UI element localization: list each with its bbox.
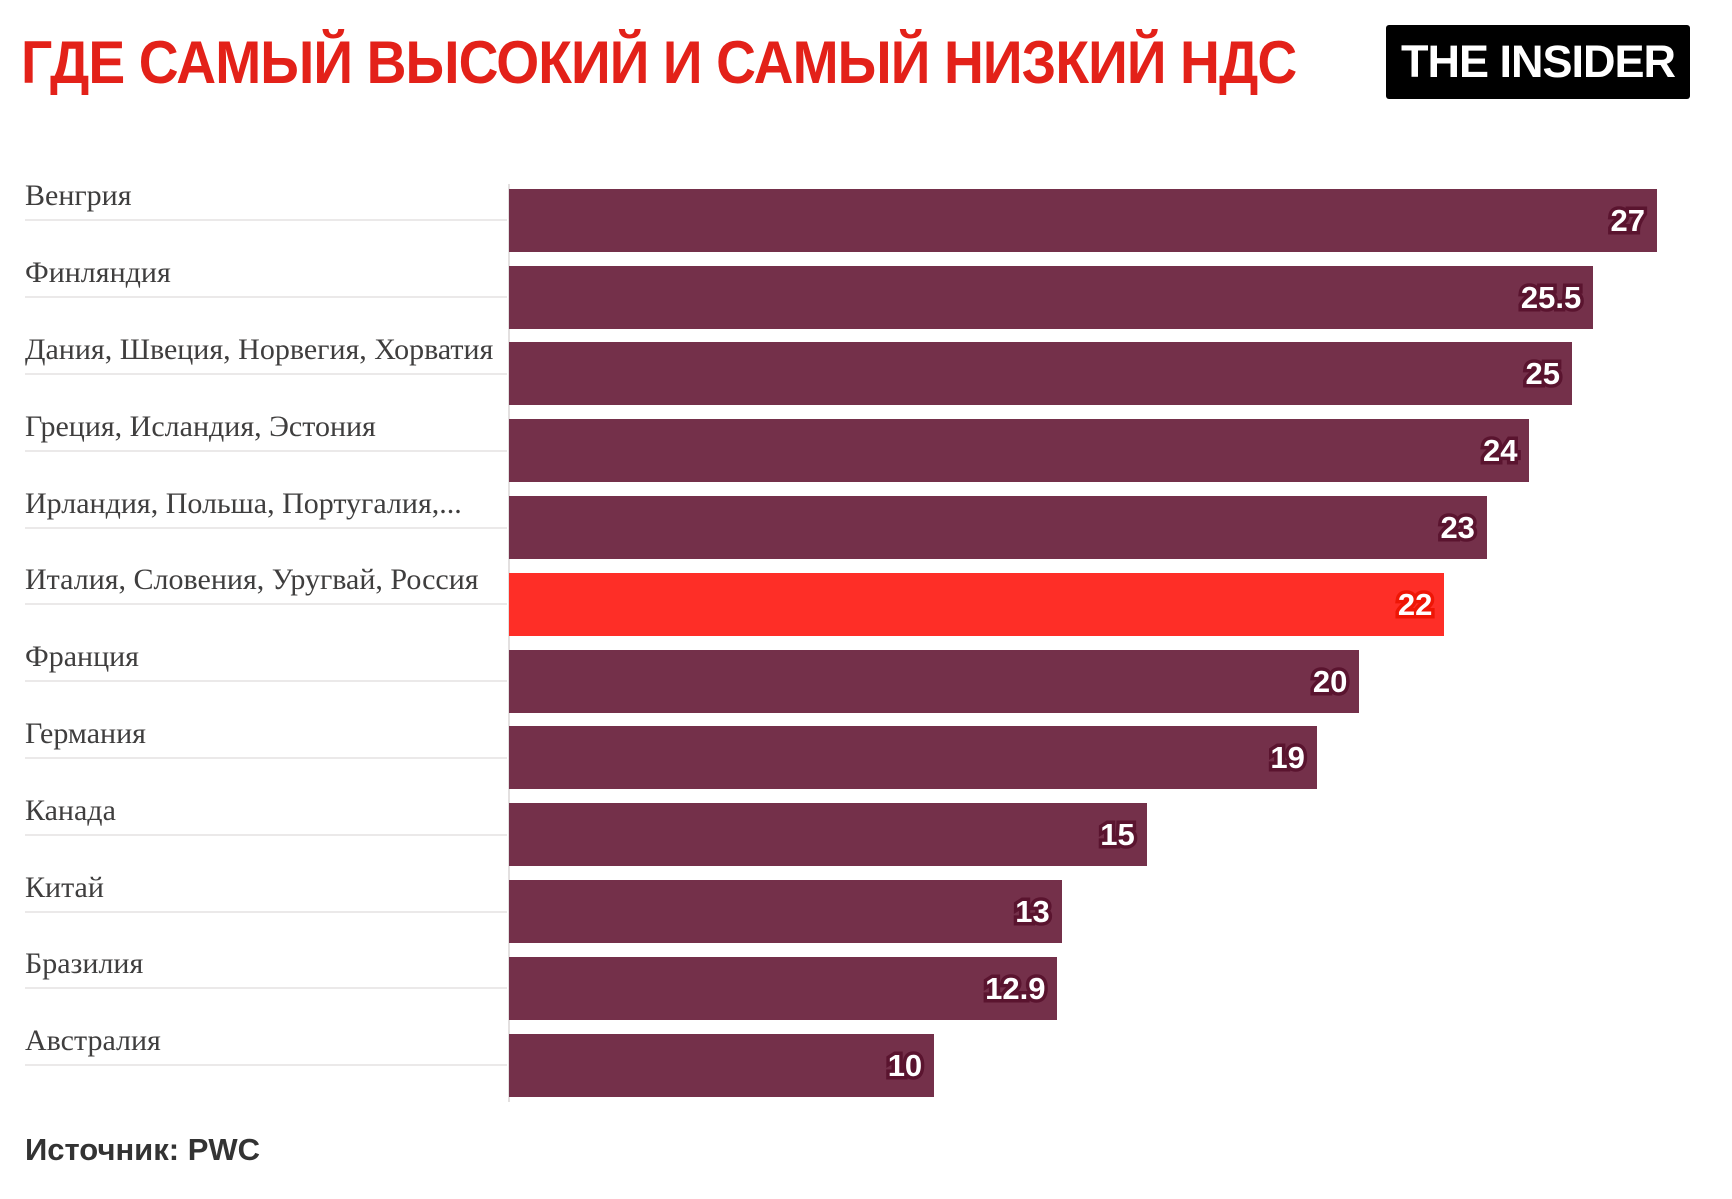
bar-cell: 27 bbox=[509, 182, 1732, 259]
value-label: 23 bbox=[1440, 512, 1475, 543]
value-label: 22 bbox=[1398, 589, 1433, 620]
category-cell: Дания, Швеция, Норвегия, Хорватия bbox=[0, 333, 509, 413]
value-label: 12.9 bbox=[985, 973, 1046, 1004]
value-label: 15 bbox=[1100, 819, 1135, 850]
bar: 25 bbox=[509, 342, 1572, 406]
category-label: Франция bbox=[25, 640, 507, 683]
category-label: Австралия bbox=[25, 1024, 507, 1067]
chart-row: Финляндия 25.5 bbox=[0, 256, 1732, 336]
bar: 20 bbox=[509, 649, 1360, 713]
category-label: Бразилия bbox=[25, 947, 507, 990]
bar: 15 bbox=[509, 803, 1147, 867]
value-label: 25.5 bbox=[1521, 282, 1582, 313]
chart-row: Китай 13 bbox=[0, 871, 1732, 950]
category-cell: Германия bbox=[0, 717, 509, 797]
value-label: 13 bbox=[1015, 896, 1050, 927]
chart-row: Ирландия, Польша, Португалия,... 23 bbox=[0, 487, 1732, 566]
category-label: Германия bbox=[25, 717, 507, 759]
category-cell: Италия, Словения, Уругвай, Россия bbox=[0, 563, 509, 643]
category-cell: Австралия bbox=[0, 1024, 509, 1104]
value-label: 27 bbox=[1611, 205, 1646, 236]
bar: 24 bbox=[509, 419, 1530, 483]
category-label: Греция, Исландия, Эстония bbox=[25, 410, 507, 452]
category-cell: Греция, Исландия, Эстония bbox=[0, 410, 509, 489]
value-label: 20 bbox=[1313, 666, 1348, 697]
bar: 23 bbox=[509, 496, 1487, 560]
bar: 27 bbox=[509, 188, 1657, 252]
bar-cell: 19 bbox=[509, 720, 1732, 797]
category-label: Венгрия bbox=[25, 179, 507, 222]
chart-row: Франция 20 bbox=[0, 640, 1732, 720]
bar-cell: 13 bbox=[509, 873, 1732, 950]
chart-row: Бразилия 12.9 bbox=[0, 947, 1732, 1027]
category-label: Канада bbox=[25, 794, 507, 836]
bar-cell: 20 bbox=[509, 643, 1732, 720]
highlighted-bar: 22 bbox=[509, 572, 1445, 636]
chart-row: Германия 19 bbox=[0, 717, 1732, 797]
chart-row: Дания, Швеция, Норвегия, Хорватия 25 bbox=[0, 333, 1732, 413]
category-cell: Бразилия bbox=[0, 947, 509, 1027]
category-cell: Канада bbox=[0, 794, 509, 873]
category-label: Китай bbox=[25, 871, 507, 913]
chart-row: Канада 15 bbox=[0, 794, 1732, 873]
page-title: ГДЕ САМЫЙ ВЫСОКИЙ И САМЫЙ НИЗКИЙ НДС bbox=[21, 29, 1297, 96]
chart-row: Греция, Исландия, Эстония 24 bbox=[0, 410, 1732, 489]
category-cell: Финляндия bbox=[0, 256, 509, 336]
category-label: Ирландия, Польша, Португалия,... bbox=[25, 487, 507, 529]
bar: 19 bbox=[509, 726, 1317, 790]
category-label: Дания, Швеция, Норвегия, Хорватия bbox=[25, 333, 507, 375]
the-insider-logo: THE INSIDER bbox=[1386, 25, 1690, 99]
source-note: Источник: PWC bbox=[25, 1132, 261, 1167]
chart-row: Венгрия 27 bbox=[0, 179, 1732, 259]
bar: 25.5 bbox=[509, 265, 1594, 329]
category-cell: Ирландия, Польша, Португалия,... bbox=[0, 487, 509, 566]
bar-cell: 25.5 bbox=[509, 259, 1732, 336]
category-cell: Венгрия bbox=[0, 179, 509, 259]
value-label: 10 bbox=[888, 1050, 923, 1081]
bar: 13 bbox=[509, 880, 1062, 944]
vat-bar-chart: Венгрия 27 Финляндия 25.5 Дания, Швеция, Нор… bbox=[0, 179, 1732, 1104]
bar-cell: 12.9 bbox=[509, 950, 1732, 1027]
category-label: Италия, Словения, Уругвай, Россия bbox=[25, 563, 507, 606]
chart-rows: Венгрия 27 Финляндия 25.5 Дания, Швеция, Нор… bbox=[0, 179, 1732, 1104]
category-cell: Китай bbox=[0, 871, 509, 950]
chart-row: Австралия 10 bbox=[0, 1024, 1732, 1104]
chart-row: Италия, Словения, Уругвай, Россия 22 bbox=[0, 563, 1732, 643]
bar-cell: 25 bbox=[509, 336, 1732, 413]
value-label: 19 bbox=[1270, 742, 1305, 773]
category-cell: Франция bbox=[0, 640, 509, 720]
bar-cell: 23 bbox=[509, 489, 1732, 566]
bar: 12.9 bbox=[509, 956, 1058, 1020]
logo-text: THE INSIDER bbox=[1400, 36, 1676, 87]
value-label: 24 bbox=[1483, 435, 1518, 466]
bar-cell: 24 bbox=[509, 412, 1732, 489]
category-label: Финляндия bbox=[25, 256, 507, 299]
bar: 10 bbox=[509, 1033, 935, 1097]
bar-cell: 22 bbox=[509, 566, 1732, 643]
bar-cell: 10 bbox=[509, 1027, 1732, 1104]
bar-cell: 15 bbox=[509, 796, 1732, 873]
value-label: 25 bbox=[1525, 358, 1560, 389]
